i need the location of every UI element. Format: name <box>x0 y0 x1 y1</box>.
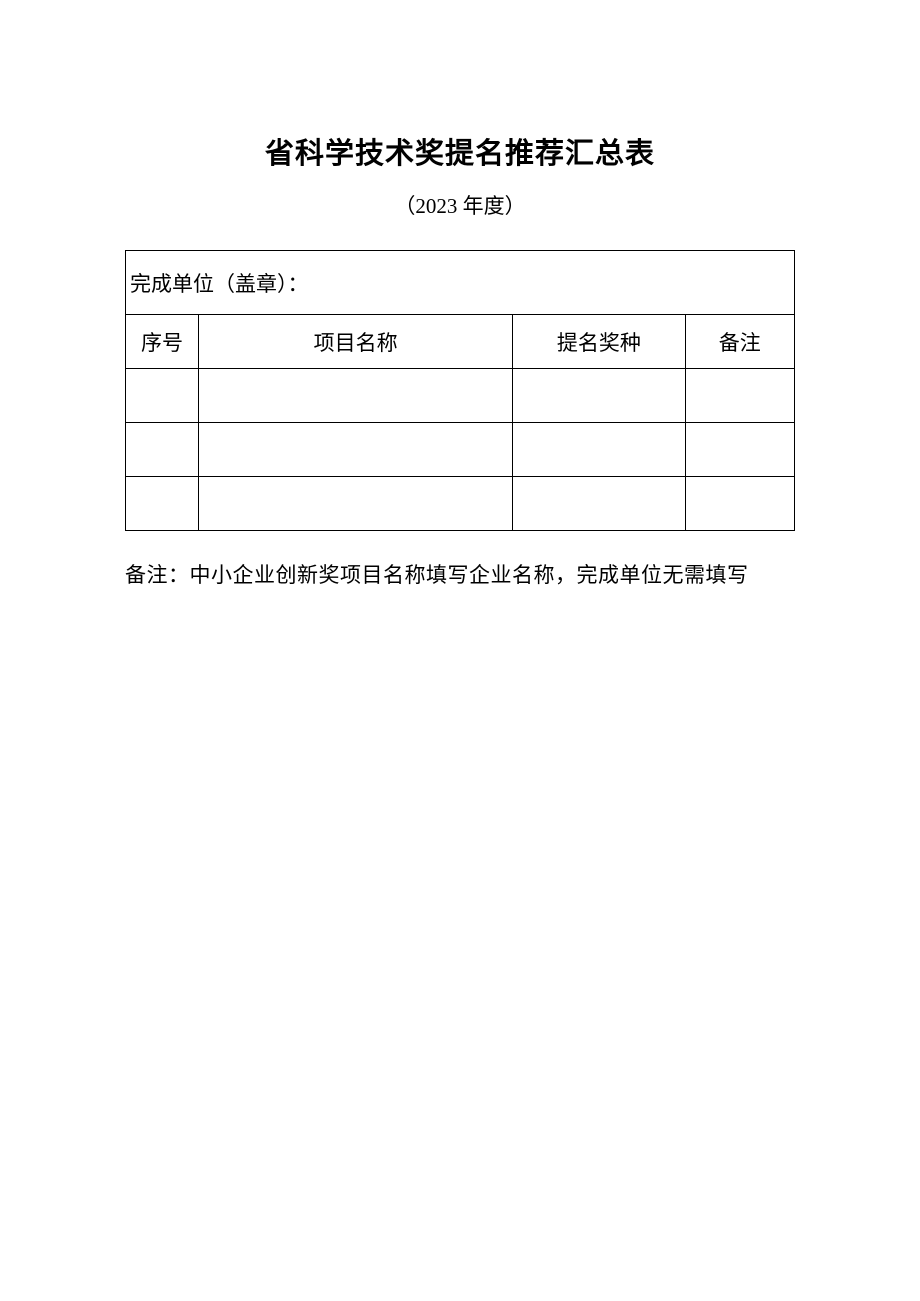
table-merged-header-row: 完成单位（盖章）： <box>126 251 795 315</box>
cell-index <box>126 477 199 531</box>
footnote-text: 备注：中小企业创新奖项目名称填写企业名称，完成单位无需填写 <box>125 553 795 597</box>
col-header-index: 序号 <box>126 315 199 369</box>
cell-project-name <box>198 477 512 531</box>
cell-award-type <box>513 369 685 423</box>
cell-project-name <box>198 423 512 477</box>
table-row <box>126 477 795 531</box>
cell-award-type <box>513 423 685 477</box>
table-row <box>126 423 795 477</box>
document-subtitle: （2023 年度） <box>125 190 795 220</box>
cell-remark <box>685 423 795 477</box>
cell-award-type <box>513 477 685 531</box>
col-header-remark: 备注 <box>685 315 795 369</box>
completion-unit-label: 完成单位（盖章）： <box>126 251 795 315</box>
cell-index <box>126 369 199 423</box>
cell-index <box>126 423 199 477</box>
col-header-project-name: 项目名称 <box>198 315 512 369</box>
summary-table: 完成单位（盖章）： 序号 项目名称 提名奖种 备注 <box>125 250 795 531</box>
document-title: 省科学技术奖提名推荐汇总表 <box>125 130 795 172</box>
table-row <box>126 369 795 423</box>
col-header-award-type: 提名奖种 <box>513 315 685 369</box>
cell-project-name <box>198 369 512 423</box>
cell-remark <box>685 369 795 423</box>
cell-remark <box>685 477 795 531</box>
table-column-header-row: 序号 项目名称 提名奖种 备注 <box>126 315 795 369</box>
